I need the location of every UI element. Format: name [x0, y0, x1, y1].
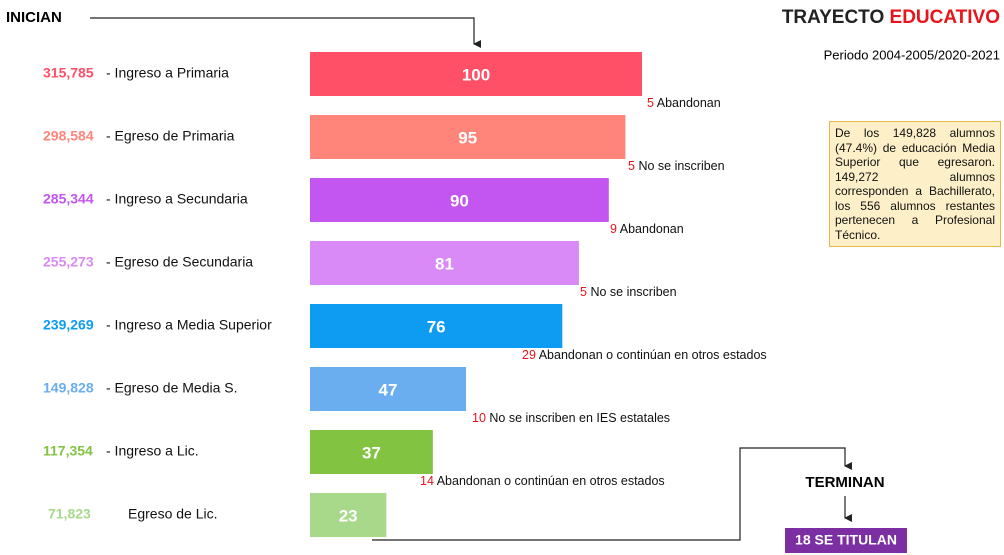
dropout-value: 5: [580, 285, 587, 299]
category-label: Egreso de Lic.: [128, 506, 218, 522]
bar-label: 90: [450, 191, 469, 210]
dropout-value: 29: [522, 348, 536, 362]
dropout-text: Abandonan: [620, 222, 684, 236]
dropout-text: No se inscriben en IES estatales: [489, 411, 670, 425]
dropout-note: 5 No se inscriben: [628, 159, 725, 173]
dropout-value: 14: [420, 474, 434, 488]
bar-label: 81: [435, 254, 454, 273]
end-label: TERMINAN: [805, 474, 884, 491]
end-arrow: [372, 447, 852, 541]
bar-label: 95: [458, 128, 477, 147]
dropout-text: Abandonan o continúan en otros estados: [437, 474, 665, 488]
dropout-note: 14 Abandonan o continúan en otros estado…: [420, 474, 665, 488]
category-label: - Ingreso a Lic.: [106, 443, 199, 459]
bar-label: 37: [362, 443, 381, 462]
dropout-value: 5: [647, 96, 654, 110]
count-label: 298,584: [43, 128, 94, 144]
dropout-value: 10: [472, 411, 486, 425]
dropout-text: Abandonan o continúan en otros estados: [539, 348, 767, 362]
bar: [310, 430, 433, 474]
bar: [310, 115, 626, 159]
category-label: - Egreso de Primaria: [106, 128, 235, 144]
category-label: - Ingreso a Media Superior: [106, 317, 272, 333]
bar-label: 76: [427, 317, 446, 336]
dropout-value: 9: [610, 222, 617, 236]
start-label: INICIAN: [6, 9, 62, 26]
result-label: 18 SE TITULAN: [795, 532, 897, 548]
category-label: - Ingreso a Secundaria: [106, 191, 248, 207]
dropout-note: 9 Abandonan: [610, 222, 684, 236]
bar: [310, 493, 387, 537]
dropout-text: No se inscriben: [590, 285, 676, 299]
dropout-note: 29 Abandonan o continúan en otros estado…: [522, 348, 767, 362]
bar: [310, 178, 609, 222]
start-arrow: [90, 17, 481, 48]
count-label: 239,269: [43, 317, 94, 333]
count-label: 255,273: [43, 254, 94, 270]
category-label: - Ingreso a Primaria: [106, 65, 229, 81]
bar: [310, 241, 579, 285]
bar: [310, 367, 467, 411]
count-label: 315,785: [43, 65, 94, 81]
dropout-text: Abandonan: [657, 96, 721, 110]
result-box: [785, 528, 907, 553]
dropout-note: 5 Abandonan: [647, 96, 721, 110]
bar: [310, 52, 642, 96]
count-label: 71,823: [48, 506, 91, 522]
subtitle: Periodo 2004-2005/2020-2021: [824, 47, 1000, 62]
chart-title: TRAYECTO EDUCATIVO: [782, 7, 1000, 28]
bar-label: 23: [339, 506, 358, 525]
bar-label: 47: [379, 380, 398, 399]
category-label: - Egreso de Media S.: [106, 380, 238, 396]
bar: [310, 304, 563, 348]
title-part: TRAYECTO: [782, 7, 884, 28]
count-label: 149,828: [43, 380, 94, 396]
category-label: - Egreso de Secundaria: [106, 254, 253, 270]
count-label: 117,354: [43, 443, 93, 459]
dropout-note: 5 No se inscriben: [580, 285, 677, 299]
note-box: De los 149,828 alumnos (47.4%) de educac…: [829, 121, 1001, 247]
dropout-note: 10 No se inscriben en IES estatales: [472, 411, 670, 425]
dropout-text: No se inscriben: [638, 159, 724, 173]
title-part: EDUCATIVO: [890, 7, 1000, 28]
dropout-value: 5: [628, 159, 635, 173]
count-label: 285,344: [43, 191, 94, 207]
bar-label: 100: [462, 65, 490, 84]
